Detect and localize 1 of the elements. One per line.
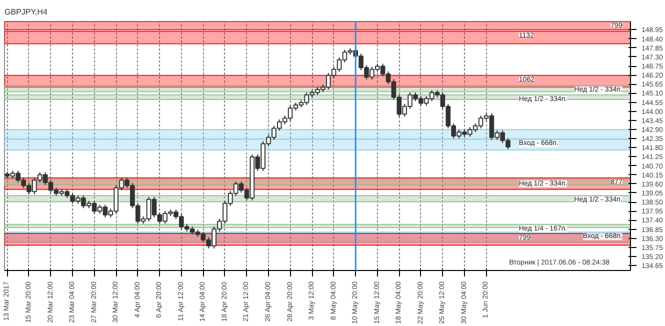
chart-title: GBPJPY,H4	[4, 8, 48, 16]
